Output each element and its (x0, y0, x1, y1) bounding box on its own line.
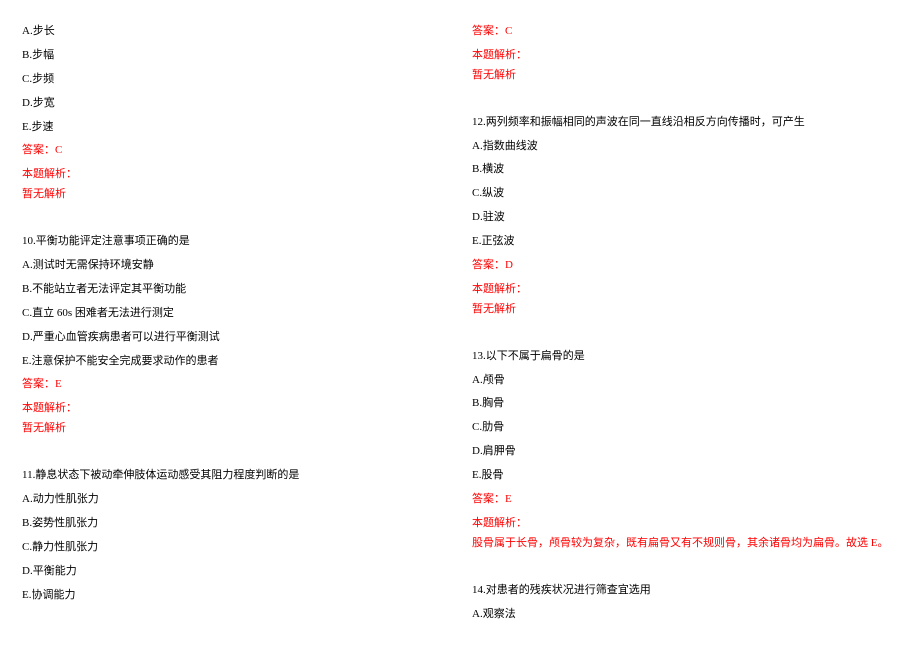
q13-stem: 13.以下不属于扁骨的是 (472, 346, 900, 367)
q10-option-b: B.不能站立者无法评定其平衡功能 (22, 279, 440, 300)
q12-option-a: A.指数曲线波 (472, 136, 900, 157)
q11-option-a: A.动力性肌张力 (22, 489, 440, 510)
q13-option-a: A.颅骨 (472, 370, 900, 391)
q12-analysis-text: 暂无解析 (472, 299, 900, 320)
spacer (472, 89, 900, 109)
q12-answer: 答案：D (472, 255, 900, 276)
q12-option-c: C.纵波 (472, 183, 900, 204)
right-column: 答案：C 本题解析： 暂无解析 12.两列频率和振幅相同的声波在同一直线沿相反方… (460, 0, 920, 651)
q10-stem: 10.平衡功能评定注意事项正确的是 (22, 231, 440, 252)
q10-option-e: E.注意保护不能安全完成要求动作的患者 (22, 351, 440, 372)
q11-stem: 11.静息状态下被动牵伸肢体运动感受其阻力程度判断的是 (22, 465, 440, 486)
q11-option-e: E.协调能力 (22, 585, 440, 606)
q9-answer: 答案：C (22, 140, 440, 161)
q10-answer: 答案：E (22, 374, 440, 395)
q13-analysis-label: 本题解析： (472, 513, 900, 534)
spacer (472, 323, 900, 343)
q14-stem: 14.对患者的残疾状况进行筛查宜选用 (472, 580, 900, 601)
q10-analysis-text: 暂无解析 (22, 418, 440, 439)
q9-option-c: C.步频 (22, 69, 440, 90)
spacer (22, 208, 440, 228)
q11-option-c: C.静力性肌张力 (22, 537, 440, 558)
q13-option-e: E.股骨 (472, 465, 900, 486)
left-column: A.步长 B.步幅 C.步频 D.步宽 E.步速 答案：C 本题解析： 暂无解析… (0, 0, 460, 651)
q13-option-d: D.肩胛骨 (472, 441, 900, 462)
q9-option-a: A.步长 (22, 21, 440, 42)
q9-option-d: D.步宽 (22, 93, 440, 114)
q10-option-c: C.直立 60s 困难者无法进行测定 (22, 303, 440, 324)
q12-option-e: E.正弦波 (472, 231, 900, 252)
q13-option-c: C.肋骨 (472, 417, 900, 438)
q12-option-b: B.横波 (472, 159, 900, 180)
q11-option-b: B.姿势性肌张力 (22, 513, 440, 534)
q9-analysis-text: 暂无解析 (22, 184, 440, 205)
q12-stem: 12.两列频率和振幅相同的声波在同一直线沿相反方向传播时，可产生 (472, 112, 900, 133)
spacer (22, 442, 440, 462)
spacer (472, 557, 900, 577)
q10-analysis-label: 本题解析： (22, 398, 440, 419)
q10-option-a: A.测试时无需保持环境安静 (22, 255, 440, 276)
q13-analysis-text: 股骨属于长骨，颅骨较为复杂，既有扁骨又有不规则骨，其余诸骨均为扁骨。故选 E。 (472, 533, 900, 554)
page-container: A.步长 B.步幅 C.步频 D.步宽 E.步速 答案：C 本题解析： 暂无解析… (0, 0, 920, 651)
q9-option-e: E.步速 (22, 117, 440, 138)
q13-option-b: B.胸骨 (472, 393, 900, 414)
q13-answer: 答案：E (472, 489, 900, 510)
q11-answer: 答案：C (472, 21, 900, 42)
q11-analysis-text: 暂无解析 (472, 65, 900, 86)
q11-option-d: D.平衡能力 (22, 561, 440, 582)
q12-analysis-label: 本题解析： (472, 279, 900, 300)
q14-option-a: A.观察法 (472, 604, 900, 625)
q11-analysis-label: 本题解析： (472, 45, 900, 66)
q10-option-d: D.严重心血管疾病患者可以进行平衡测试 (22, 327, 440, 348)
q12-option-d: D.驻波 (472, 207, 900, 228)
q9-analysis-label: 本题解析： (22, 164, 440, 185)
q9-option-b: B.步幅 (22, 45, 440, 66)
